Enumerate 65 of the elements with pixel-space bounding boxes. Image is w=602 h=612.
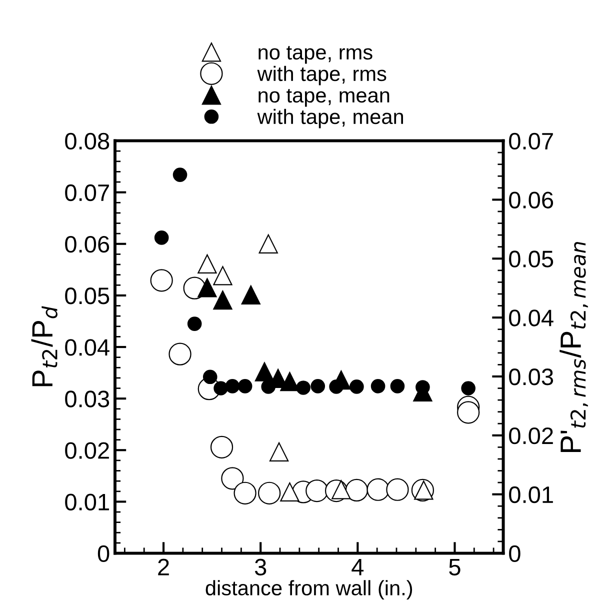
- y2-tick-label: 0.01: [509, 486, 553, 504]
- y-tick-label: 0.08: [65, 132, 110, 150]
- point: [350, 380, 364, 394]
- x-tick-label: 5: [449, 558, 460, 576]
- point: [214, 381, 228, 396]
- y-tick-label: 0.07: [65, 184, 109, 202]
- point: [213, 290, 232, 310]
- y2-tick-label: 0.04: [509, 310, 554, 326]
- point: [258, 482, 281, 504]
- point: [390, 379, 405, 394]
- y-tick-label: 0.01: [65, 494, 109, 510]
- y2-tick-label: 0.02: [509, 427, 553, 444]
- point: [280, 482, 300, 502]
- legend-label: no tape, rms: [258, 46, 372, 64]
- point: [269, 442, 289, 462]
- point: [296, 380, 310, 395]
- point: [310, 379, 326, 394]
- point: [366, 478, 390, 501]
- legend-label: with tape, mean: [257, 108, 403, 128]
- point: [234, 482, 256, 504]
- x-tick-label: 3: [254, 558, 266, 576]
- point: [280, 372, 300, 392]
- y2-tick-label: 0.03: [509, 368, 554, 386]
- point: [306, 479, 328, 502]
- point: [213, 266, 232, 286]
- point: [202, 370, 218, 384]
- point: [461, 381, 476, 396]
- y2-axis-title: P'$_{t2,rms}$/P$_{t2,mean}$: [560, 242, 588, 452]
- y2-tick-label: 0.05: [509, 250, 554, 268]
- point: [238, 379, 252, 394]
- x-axis-title: distance from wall (in.): [206, 580, 412, 600]
- x-tick-label: 4: [352, 558, 364, 576]
- point: [329, 380, 344, 394]
- point: [154, 230, 169, 245]
- point: [370, 379, 386, 394]
- y-tick-label: 0.06: [65, 236, 110, 253]
- y2-tick-label: 0.07: [509, 132, 553, 150]
- y-tick-label: 0.03: [65, 390, 110, 408]
- y-tick-label: 0.05: [65, 288, 110, 304]
- point: [225, 379, 240, 394]
- y2-tick-label: 0: [509, 545, 520, 562]
- point: [457, 401, 480, 424]
- y-axis-title: P$_{t2}$/P$_{d}$: [31, 306, 58, 386]
- point: [258, 234, 278, 254]
- y2-tick-label: 0.06: [509, 192, 554, 208]
- point: [261, 380, 276, 394]
- y-tick-label: 0.02: [65, 442, 109, 459]
- y-tick-label: 0: [98, 545, 110, 562]
- point: [198, 254, 217, 274]
- point: [187, 316, 202, 331]
- point: [210, 436, 234, 458]
- point: [416, 380, 430, 394]
- point: [168, 342, 192, 366]
- point: [221, 467, 244, 490]
- point: [198, 278, 217, 298]
- legend-label: no tape, mean: [258, 88, 390, 107]
- point: [150, 269, 173, 292]
- y-tick-label: 0.04: [65, 339, 110, 356]
- point: [254, 362, 274, 382]
- legend-label: with tape, rms: [257, 66, 386, 86]
- point: [345, 478, 368, 502]
- point: [172, 168, 188, 182]
- point: [386, 478, 409, 501]
- point: [241, 285, 260, 305]
- x-tick-label: 2: [158, 558, 169, 576]
